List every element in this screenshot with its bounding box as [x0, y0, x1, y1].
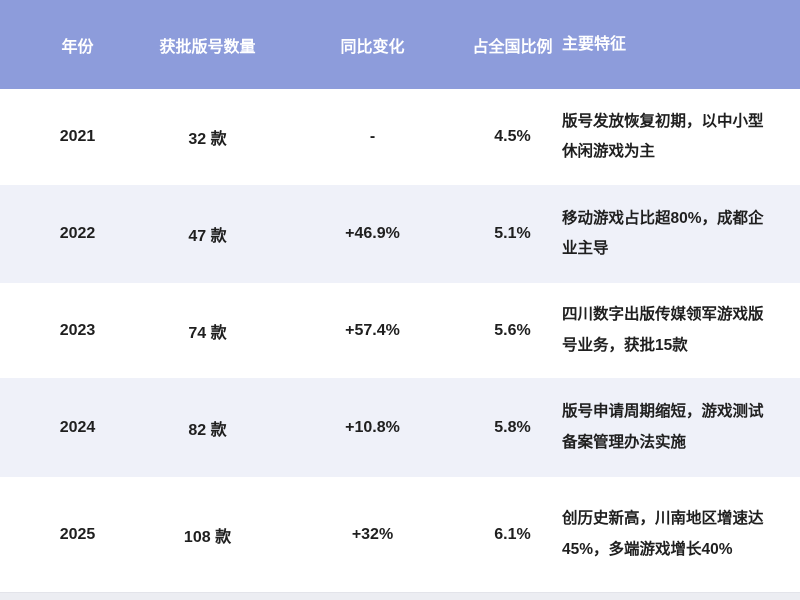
table-row-2024: 2024 82 款 +10.8% 5.8% 版号申请周期缩短，游戏测试备案管理办… [0, 378, 800, 477]
table-row-2022: 2022 47 款 +46.9% 5.1% 移动游戏占比超80%，成都企业主导 [0, 185, 800, 283]
change-cell: +46.9% [345, 225, 400, 242]
share-cell: 5.8% [494, 418, 531, 436]
features-cell: 四川数字出版传媒领军游戏版号业务，获批15款 [562, 306, 764, 354]
next-row-edge [0, 592, 800, 600]
change-cell: +57.4% [345, 321, 400, 339]
year-cell: 2023 [59, 321, 96, 339]
column-header-year: 年份 [61, 38, 94, 56]
year-cell: 2024 [59, 418, 96, 436]
count-cell: 82 款 [188, 421, 227, 439]
share-cell: 5.6% [494, 321, 531, 339]
features-cell: 版号申请周期缩短，游戏测试备案管理办法实施 [562, 403, 764, 451]
share-cell: 6.1% [494, 525, 531, 543]
count-cell: 32 款 [188, 131, 227, 148]
features-cell: 版号发放恢复初期，以中小型休闲游戏为主 [562, 112, 764, 160]
year-cell: 2022 [59, 225, 96, 242]
count-cell: 108 款 [183, 528, 232, 546]
change-cell: +10.8% [345, 418, 400, 436]
share-cell: 5.1% [494, 225, 531, 242]
table-header-row: 年份 获批版号数量 同比变化 占全国比例 主要特征 [0, 0, 800, 89]
share-cell: 4.5% [494, 128, 531, 145]
change-cell: - [369, 128, 376, 145]
count-cell: 74 款 [188, 324, 227, 342]
column-header-features: 主要特征 [562, 35, 627, 53]
table-row-2023: 2023 74 款 +57.4% 5.6% 四川数字出版传媒领军游戏版号业务，获… [0, 283, 800, 378]
change-cell: +32% [351, 525, 394, 543]
features-cell: 创历史新高，川南地区增速达45%，多端游戏增长40% [562, 510, 764, 558]
year-cell: 2025 [59, 525, 96, 543]
column-header-share: 占全国比例 [472, 38, 553, 56]
features-cell: 移动游戏占比超80%，成都企业主导 [562, 209, 764, 257]
column-header-change: 同比变化 [340, 38, 405, 56]
column-header-count: 获批版号数量 [159, 38, 256, 56]
year-cell: 2021 [59, 128, 96, 145]
count-cell: 47 款 [188, 228, 227, 245]
table-row-2021: 2021 32 款 - 4.5% 版号发放恢复初期，以中小型休闲游戏为主 [0, 89, 800, 185]
table-row-2025: 2025 108 款 +32% 6.1% 创历史新高，川南地区增速达45%，多端… [0, 477, 800, 592]
